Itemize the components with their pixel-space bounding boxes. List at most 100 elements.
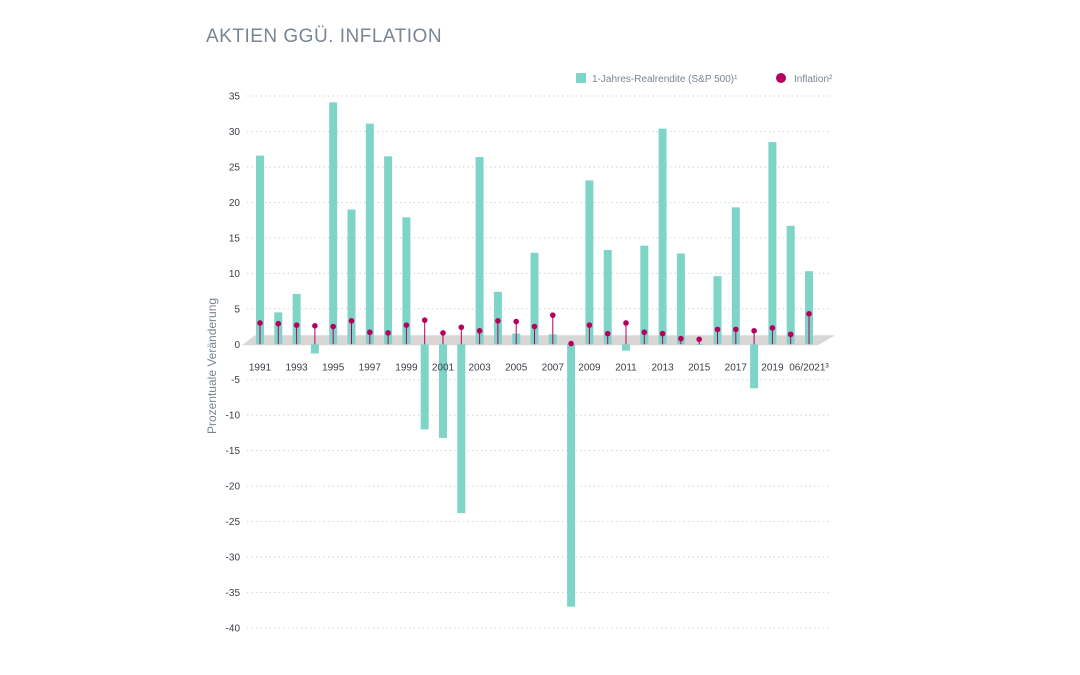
y-tick-label: 25 — [229, 162, 241, 173]
bar — [567, 344, 576, 607]
y-tick-label: -25 — [226, 517, 241, 528]
inflation-point — [696, 336, 702, 343]
y-tick-label: -20 — [226, 482, 241, 493]
bar — [731, 207, 740, 345]
inflation-point — [531, 323, 538, 330]
bar-layer — [256, 102, 813, 607]
inflation-layer — [257, 310, 812, 347]
bar — [805, 271, 813, 345]
inflation-point — [769, 325, 776, 331]
bar — [384, 156, 393, 345]
bar — [622, 344, 630, 351]
bar — [530, 252, 539, 345]
inflation-point — [458, 324, 465, 331]
y-tick-label: -15 — [226, 446, 241, 457]
bar — [585, 180, 594, 345]
y-tick-label: 30 — [229, 127, 241, 138]
inflation-point — [476, 327, 483, 334]
x-tick-label: 1995 — [322, 362, 345, 373]
bar — [695, 344, 704, 345]
x-tick-label: 06/2021³ — [789, 362, 829, 373]
legend-label-bar: 1-Jahres-Realrendite (S&P 500)¹ — [592, 74, 738, 85]
inflation-point — [586, 322, 593, 328]
y-tick-label: 15 — [229, 233, 241, 244]
page-title: AKTIEN GGÜ. INFLATION — [206, 26, 443, 47]
inflation-point — [275, 320, 282, 327]
y-tick-label: 20 — [229, 198, 241, 209]
bar — [713, 276, 722, 345]
x-tick-layer: 1991 1993 1995 1997 1999 2001 2003 2005 2007 2009… — [249, 362, 830, 373]
x-tick-label: 1993 — [285, 362, 308, 373]
bar — [347, 209, 356, 345]
x-tick-label: 2013 — [651, 362, 674, 373]
inflation-point — [550, 312, 556, 318]
bar — [658, 128, 667, 345]
y-tick-label: 0 — [234, 340, 240, 351]
bar — [329, 102, 338, 345]
bar — [256, 155, 264, 345]
inflation-point — [568, 340, 574, 347]
bar — [750, 344, 759, 389]
legend-swatch-inflation — [776, 73, 786, 83]
bar — [768, 142, 777, 345]
y-tick-label: -40 — [226, 624, 241, 635]
bar — [365, 123, 374, 345]
bar — [493, 291, 502, 345]
bar — [457, 344, 466, 514]
legend-swatch-bar — [576, 73, 586, 83]
inflation-point — [330, 323, 337, 330]
bar — [603, 249, 612, 345]
y-tick-label: 5 — [234, 304, 240, 315]
x-tick-label: 1999 — [395, 362, 418, 373]
inflation-point — [312, 323, 318, 329]
x-tick-label: 2015 — [688, 362, 711, 373]
inflation-point — [641, 329, 648, 336]
inflation-point — [348, 318, 355, 324]
inflation-point — [787, 331, 794, 338]
y-tick-label: -5 — [231, 375, 240, 386]
inflation-point — [403, 322, 410, 328]
inflation-point — [513, 318, 519, 325]
y-tick-label: -35 — [226, 588, 241, 599]
y-tick-label: 10 — [229, 269, 241, 280]
inflation-point — [385, 330, 391, 336]
bar — [439, 344, 447, 438]
legend: 1-Jahres-Realrendite (S&P 500)¹ Inflatio… — [576, 73, 833, 85]
inflation-point — [421, 317, 428, 323]
x-tick-label: 2003 — [468, 362, 491, 373]
y-tick-label: -10 — [226, 411, 241, 422]
x-tick-label: 2011 — [615, 362, 637, 373]
inflation-point — [495, 318, 501, 324]
x-tick-label: 2007 — [542, 362, 565, 373]
x-tick-label: 2019 — [761, 362, 784, 373]
bar — [475, 157, 484, 345]
inflation-point — [293, 322, 300, 328]
inflation-point — [257, 320, 263, 326]
inflation-point — [678, 335, 684, 342]
bar — [292, 293, 301, 345]
inflation-point — [623, 320, 629, 326]
bar — [676, 253, 685, 345]
inflation-point — [714, 326, 721, 333]
x-tick-label: 2017 — [725, 362, 748, 373]
inflation-point — [604, 330, 611, 337]
bar — [786, 225, 795, 345]
y-axis-label: Prozentuale Veränderung — [205, 298, 219, 434]
x-tick-label: 1997 — [359, 362, 382, 373]
inflation-point — [733, 326, 739, 333]
bar — [420, 344, 429, 430]
bar — [310, 344, 319, 354]
inflation-point — [659, 330, 666, 337]
y-tick-label: -30 — [226, 553, 241, 564]
x-tick-label: 2001 — [432, 362, 455, 373]
bar — [402, 217, 411, 345]
x-tick-label: 1991 — [249, 362, 272, 373]
y-tick-label: 35 — [229, 92, 241, 103]
inflation-point — [440, 330, 446, 336]
y-tick-layer: 35 30 25 20 15 10 5 0 -5 -10 -15 -20 -25 -30 -35 -40 — [226, 92, 241, 635]
x-tick-label: 2009 — [578, 362, 601, 373]
legend-label-inflation: Inflation² — [794, 74, 833, 85]
inflation-point — [806, 310, 812, 317]
inflation-point — [751, 327, 757, 334]
